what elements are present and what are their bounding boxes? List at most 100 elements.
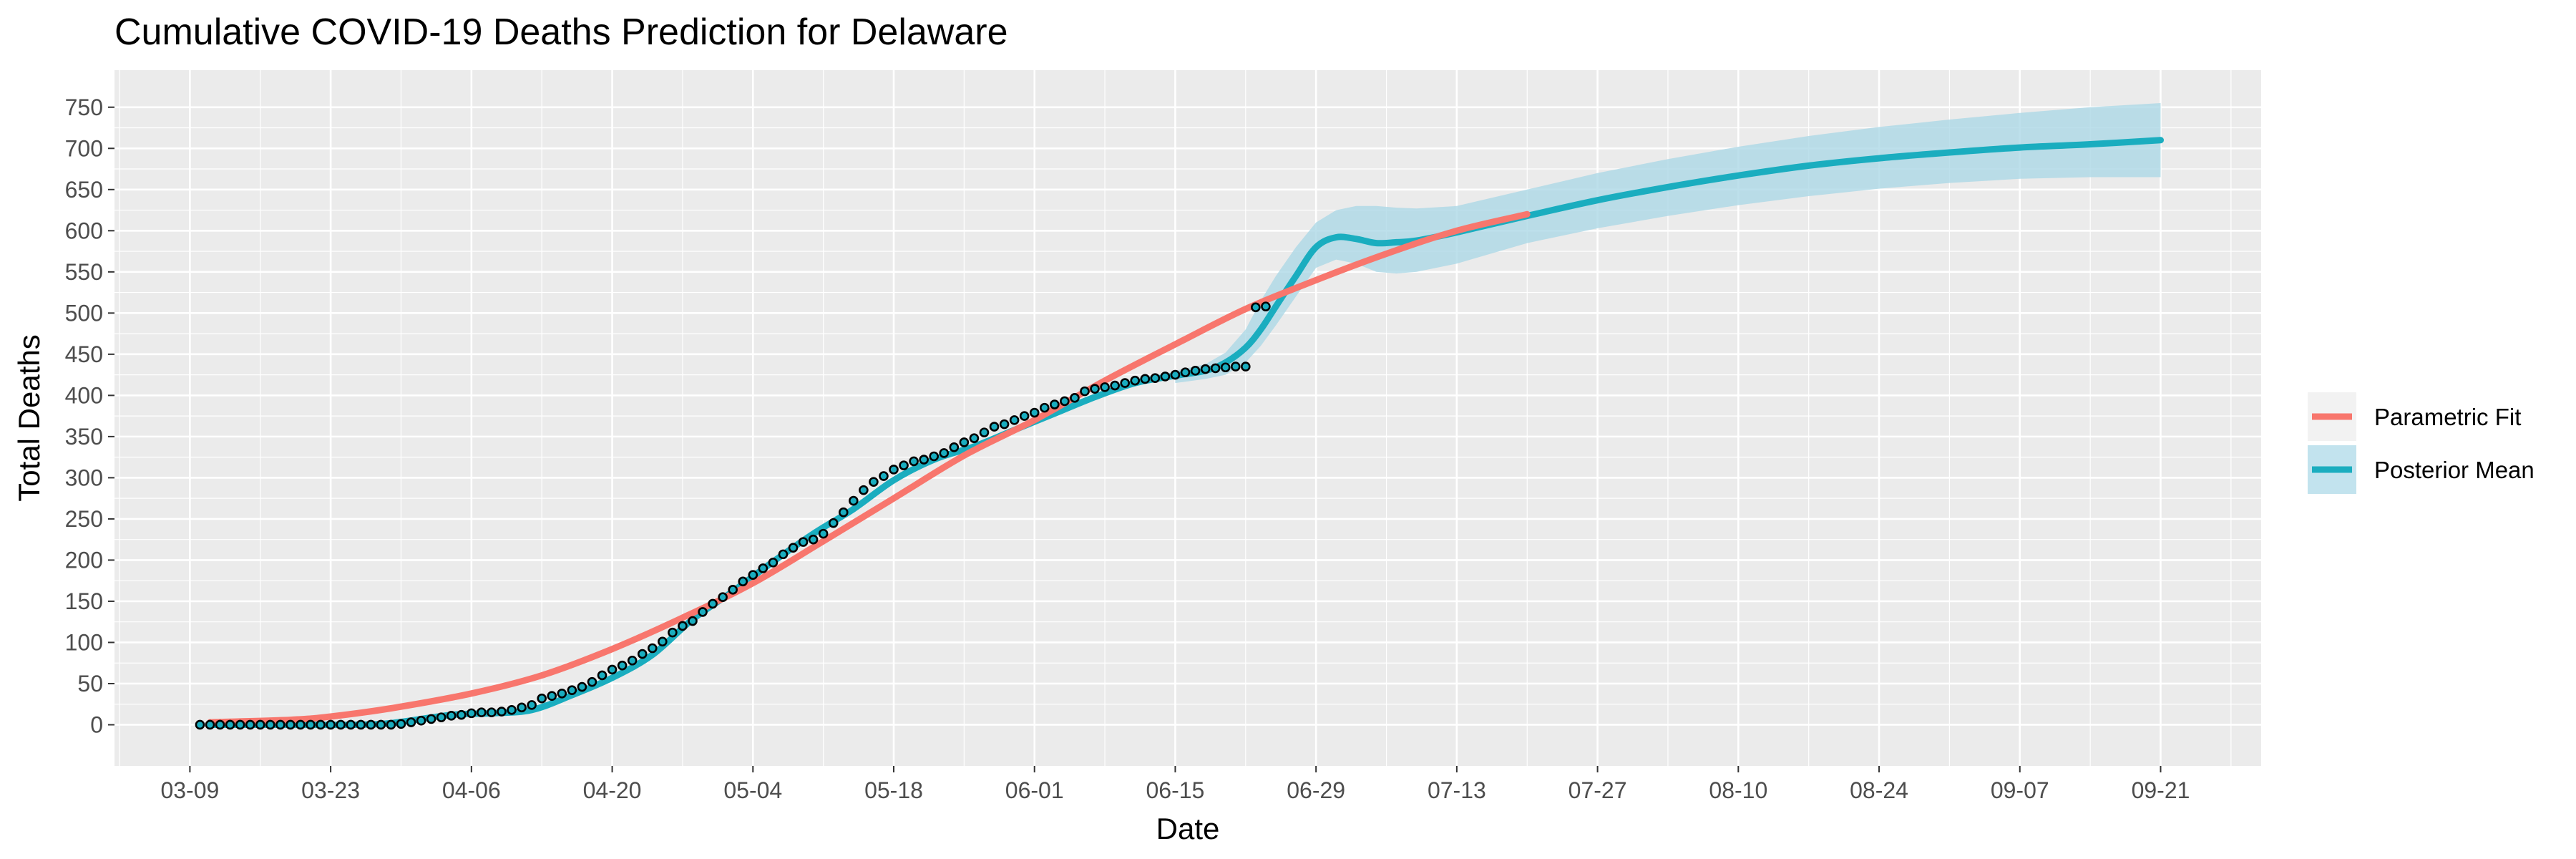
observed-point: [587, 676, 597, 687]
x-tick-label: 07-27: [1568, 777, 1627, 803]
observed-point: [346, 719, 356, 730]
observed-point: [859, 485, 869, 495]
y-tick-label: 650: [65, 177, 103, 203]
observed-point: [929, 451, 939, 462]
observed-point: [688, 616, 698, 626]
legend: Parametric Fit Posterior Mean: [2308, 392, 2534, 494]
x-axis: 03-09 03-23 04-06 04-20 05-04 05-18 06-01 06-15…: [160, 766, 2190, 803]
observed-point: [527, 700, 537, 710]
observed-point: [1170, 369, 1181, 380]
observed-point: [275, 719, 286, 730]
x-tick-label: 05-04: [723, 777, 782, 803]
observed-point: [768, 558, 779, 568]
observed-point: [668, 627, 678, 638]
observed-point: [467, 708, 477, 719]
observed-point: [446, 711, 457, 721]
observed-point: [396, 719, 406, 729]
observed-point: [1150, 373, 1161, 384]
y-tick-label: 50: [77, 671, 103, 697]
observed-point: [658, 636, 668, 647]
observed-point: [919, 455, 929, 465]
observed-point: [567, 685, 577, 695]
observed-point: [949, 442, 960, 452]
observed-point: [356, 719, 366, 730]
y-tick-label: 250: [65, 506, 103, 532]
x-tick-label: 07-13: [1428, 777, 1486, 803]
observed-point: [607, 664, 618, 675]
observed-point: [1230, 361, 1241, 372]
legend-label-parametric: Parametric Fit: [2374, 404, 2521, 430]
y-tick-label: 0: [90, 712, 103, 737]
observed-point: [818, 528, 829, 539]
observed-point: [728, 585, 738, 595]
observed-point: [778, 549, 789, 560]
observed-point: [1039, 402, 1050, 413]
y-tick-label: 150: [65, 588, 103, 614]
y-tick-label: 500: [65, 300, 103, 326]
observed-point: [808, 534, 819, 545]
y-axis-title: Total Deaths: [12, 334, 46, 501]
legend-label-posterior: Posterior Mean: [2374, 457, 2534, 483]
observed-point: [1210, 363, 1221, 374]
y-tick-label: 400: [65, 382, 103, 408]
x-axis-title: Date: [1156, 812, 1220, 845]
y-tick-label: 550: [65, 259, 103, 285]
observed-point: [879, 471, 889, 481]
observed-point: [698, 607, 708, 617]
observed-point: [286, 719, 296, 730]
observed-point: [1240, 361, 1251, 372]
observed-point: [296, 719, 306, 730]
observed-point: [637, 649, 648, 659]
confidence-band-layer: [1175, 103, 2161, 384]
observed-point: [497, 707, 507, 717]
observed-point: [245, 719, 255, 730]
posterior-credible-band: [1175, 103, 2161, 384]
observed-point: [1070, 393, 1080, 403]
observed-point: [326, 719, 336, 730]
x-tick-label: 08-24: [1850, 777, 1908, 803]
y-tick-label: 350: [65, 424, 103, 450]
y-tick-label: 600: [65, 218, 103, 243]
observed-point: [1110, 380, 1120, 391]
observed-point: [1100, 382, 1110, 392]
observed-point: [416, 715, 426, 726]
observed-point: [1019, 411, 1030, 421]
observed-point: [597, 670, 608, 681]
observed-point: [537, 693, 547, 704]
x-tick-label: 09-21: [2132, 777, 2190, 803]
y-axis: 0 50 100 150 200 250 300 350 400 450 500 550 600 650 7…: [65, 94, 114, 737]
observed-point: [316, 719, 326, 730]
observed-point: [255, 719, 265, 730]
observed-point: [969, 433, 980, 443]
observed-point: [336, 719, 346, 730]
observed-point: [406, 717, 416, 727]
x-tick-label: 05-18: [864, 777, 923, 803]
observed-point: [758, 563, 769, 573]
observed-point: [828, 518, 839, 528]
observed-point: [577, 681, 587, 692]
y-tick-label: 100: [65, 629, 103, 655]
observed-point: [748, 570, 758, 580]
observed-point: [627, 655, 638, 666]
observed-point: [647, 643, 658, 654]
observed-point: [889, 465, 899, 475]
observed-point: [909, 456, 919, 467]
observed-point: [939, 448, 950, 458]
x-tick-label: 06-29: [1287, 777, 1345, 803]
observed-point: [547, 691, 557, 702]
y-tick-label: 700: [65, 135, 103, 161]
observed-point: [517, 702, 527, 713]
x-tick-label: 04-06: [442, 777, 501, 803]
observed-point: [1090, 384, 1100, 394]
x-tick-label: 09-07: [1991, 777, 2049, 803]
x-tick-label: 06-01: [1005, 777, 1064, 803]
observed-point: [376, 719, 386, 730]
observed-point: [1140, 374, 1151, 384]
observed-point: [477, 707, 487, 718]
observed-point: [959, 437, 970, 447]
observed-point: [557, 688, 567, 699]
observed-point: [1029, 407, 1040, 418]
observed-point: [507, 704, 517, 715]
observed-point: [617, 660, 628, 671]
